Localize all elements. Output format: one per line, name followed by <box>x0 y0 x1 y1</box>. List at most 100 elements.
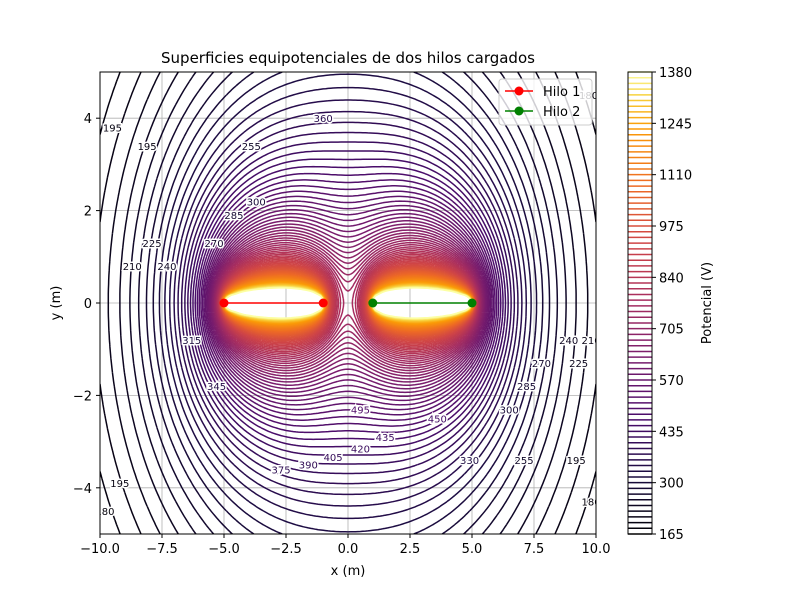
contour-label: 495 <box>351 405 370 416</box>
contour-level-600 <box>208 212 488 394</box>
x-tick-label: −2.5 <box>270 542 302 557</box>
contour-label: 210 <box>123 262 142 273</box>
legend-marker-hilo2 <box>514 106 524 116</box>
contour-level-735 <box>214 239 482 367</box>
contour-label: 195 <box>138 142 157 153</box>
y-tick-label: −4 <box>73 482 92 497</box>
x-tick-label: 0.0 <box>338 542 359 557</box>
contour-level-750 <box>215 241 481 365</box>
contour-level-630 <box>210 220 486 386</box>
wires <box>219 298 477 308</box>
colorbar-tick-label: 705 <box>659 323 684 338</box>
contour-level-525 <box>201 190 495 416</box>
x-tick-label: 7.5 <box>524 542 545 557</box>
contour-level-210 <box>100 72 596 534</box>
contour-level-645 <box>210 223 486 383</box>
contour-level-360 <box>173 99 523 507</box>
contour-level-285 <box>145 72 551 534</box>
x-tick-label: 5.0 <box>462 542 483 557</box>
contour-label: 255 <box>242 142 261 153</box>
y-tick-label: 0 <box>84 297 92 312</box>
contour-level-540 <box>203 195 493 411</box>
contour-level-345 <box>168 86 528 520</box>
legend-label-hilo2: Hilo 2 <box>543 105 580 120</box>
contour-level-510 <box>200 185 496 421</box>
contour-label: 345 <box>207 382 226 393</box>
x-tick-label: 10.0 <box>582 542 611 557</box>
contour-level-1380 <box>222 287 474 319</box>
contour-label: 315 <box>182 336 201 347</box>
contour-label: 225 <box>143 239 162 250</box>
contour-label: 285 <box>517 382 536 393</box>
contour-label: 285 <box>224 211 243 222</box>
legend: Hilo 1 Hilo 2 <box>498 78 593 126</box>
contour-label: 180 <box>581 498 600 509</box>
contour-level-705 <box>213 234 483 372</box>
colorbar-label: Potencial (V) <box>700 262 715 344</box>
contour-label: 435 <box>376 433 395 444</box>
contour-level-465 <box>194 165 502 441</box>
y-tick-label: 2 <box>84 205 92 220</box>
contour-label: 195 <box>567 456 586 467</box>
contour-level-450 <box>192 158 504 448</box>
wire-endpoint-1 <box>318 298 328 308</box>
contour-label: 195 <box>103 123 122 134</box>
contour-level-255 <box>129 72 567 534</box>
contour-label: 390 <box>299 461 318 472</box>
colorbar-tick-label: 435 <box>659 425 684 440</box>
y-axis: −4 −2 0 2 4 <box>73 112 100 497</box>
wire-endpoint-2 <box>467 298 477 308</box>
y-tick-label: 4 <box>84 112 92 127</box>
x-axis-label: x (m) <box>331 564 366 579</box>
contour-level-480 <box>196 172 500 434</box>
contour-level-315 <box>158 72 538 534</box>
contour-level-405 <box>184 131 512 475</box>
contour-label: 450 <box>428 415 447 426</box>
colorbar-tick-label: 1110 <box>659 169 692 184</box>
contour-level-300 <box>152 72 544 534</box>
contour-label: 270 <box>532 359 551 370</box>
chart-title: Superficies equipotenciales de dos hilos… <box>161 49 535 67</box>
contour-level-690 <box>213 232 483 374</box>
contour-label: 210 <box>581 336 600 347</box>
colorbar-tick-label: 1245 <box>659 117 692 132</box>
contour-label: 240 <box>559 336 578 347</box>
contour-level-675 <box>212 229 484 377</box>
contour-label: 300 <box>247 197 266 208</box>
contour-label: 360 <box>314 114 333 125</box>
colorbar-tick-label: 840 <box>659 271 684 286</box>
contour-level-375 <box>177 110 519 496</box>
contour-level-495 <box>198 179 498 427</box>
colorbar-tick-label: 570 <box>659 374 684 389</box>
legend-marker-hilo1 <box>514 86 524 96</box>
contour-level-570 <box>205 204 491 402</box>
contour-label: 330 <box>460 456 479 467</box>
legend-label-hilo1: Hilo 1 <box>543 85 580 100</box>
contour-label: 270 <box>205 239 224 250</box>
contour-level-720 <box>214 237 482 369</box>
y-tick-label: −2 <box>73 389 92 404</box>
contour-level-390 <box>180 121 516 485</box>
contour-level-420 <box>187 141 509 465</box>
colorbar-tick-label: 165 <box>659 528 684 543</box>
contour-label: 255 <box>515 456 534 467</box>
y-axis-label: y (m) <box>49 286 64 321</box>
x-tick-label: −5.0 <box>208 542 240 557</box>
x-tick-label: 2.5 <box>400 542 421 557</box>
x-tick-label: −7.5 <box>146 542 178 557</box>
contour-level-615 <box>209 216 487 390</box>
contour-label: 195 <box>110 479 129 490</box>
contour-level-660 <box>211 226 485 380</box>
contour-label: 180 <box>95 507 114 518</box>
contour-label: 375 <box>271 465 290 476</box>
wire-endpoint-1 <box>219 298 229 308</box>
contour-label: 405 <box>324 453 343 464</box>
contour-level-330 <box>164 73 532 533</box>
contour-level-195 <box>100 72 596 534</box>
wire-endpoint-2 <box>368 298 378 308</box>
contour-level-555 <box>204 200 492 406</box>
contour-label: 240 <box>157 262 176 273</box>
colorbar-tick-label: 300 <box>659 477 684 492</box>
